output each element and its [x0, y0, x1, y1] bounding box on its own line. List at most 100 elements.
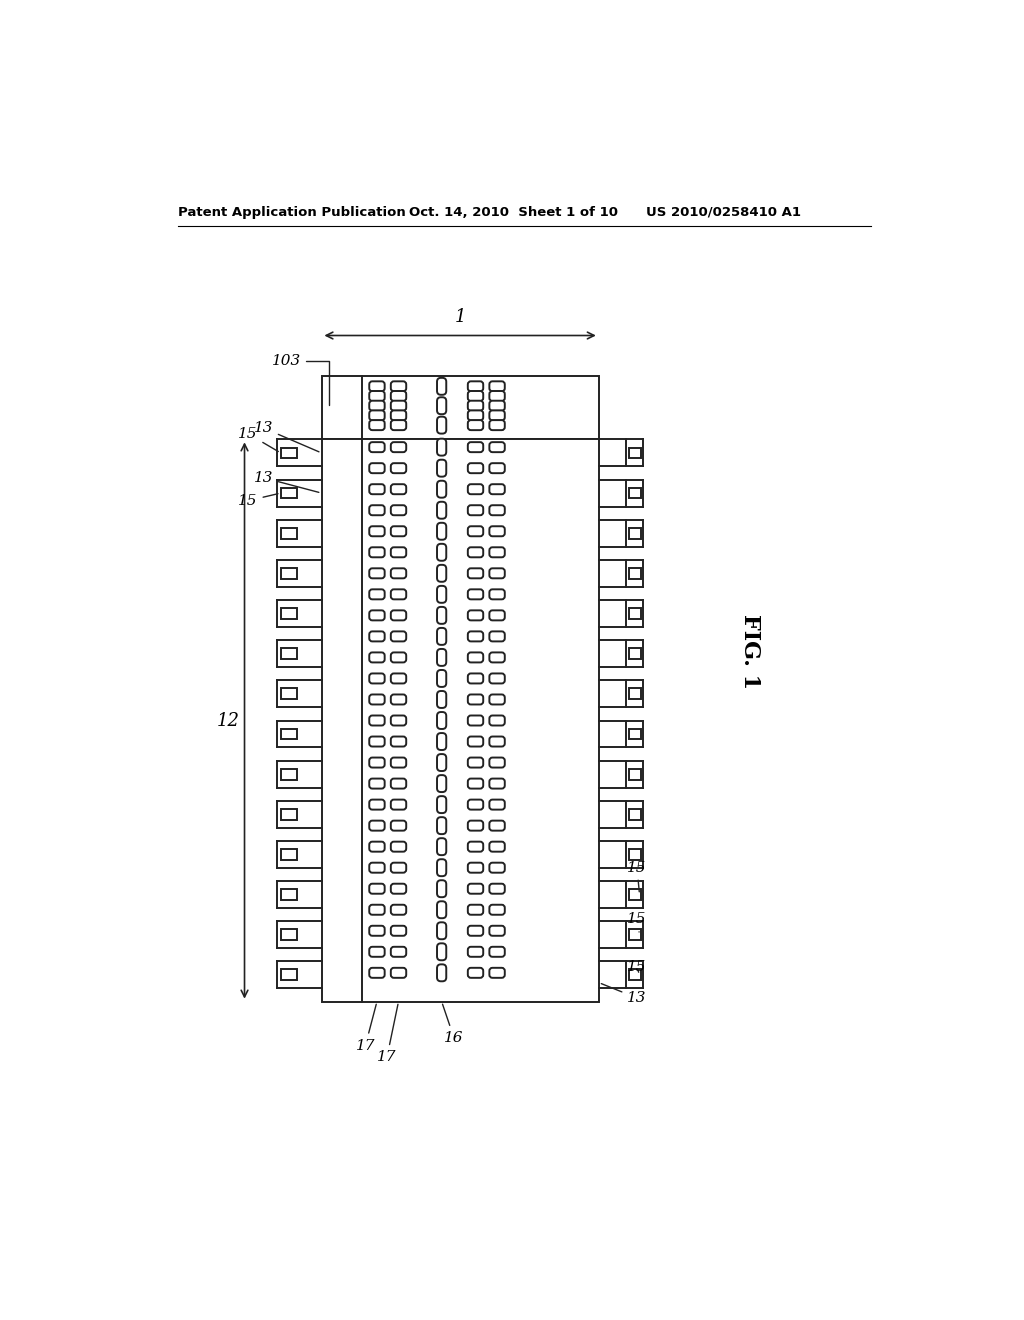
Text: Oct. 14, 2010  Sheet 1 of 10: Oct. 14, 2010 Sheet 1 of 10: [410, 206, 618, 219]
Bar: [282, 929, 297, 940]
FancyBboxPatch shape: [370, 968, 385, 978]
FancyBboxPatch shape: [370, 442, 385, 453]
FancyBboxPatch shape: [489, 737, 505, 747]
Text: 13: 13: [601, 983, 647, 1005]
FancyBboxPatch shape: [370, 925, 385, 936]
FancyBboxPatch shape: [437, 796, 446, 813]
FancyBboxPatch shape: [391, 391, 407, 401]
FancyBboxPatch shape: [370, 883, 385, 894]
FancyBboxPatch shape: [437, 628, 446, 645]
FancyBboxPatch shape: [391, 411, 407, 421]
Bar: [629, 890, 641, 900]
Bar: [282, 609, 297, 619]
FancyBboxPatch shape: [437, 459, 446, 477]
FancyBboxPatch shape: [370, 484, 385, 494]
Bar: [629, 689, 641, 700]
FancyBboxPatch shape: [391, 610, 407, 620]
Text: Patent Application Publication: Patent Application Publication: [178, 206, 407, 219]
FancyBboxPatch shape: [489, 527, 505, 536]
FancyBboxPatch shape: [391, 569, 407, 578]
FancyBboxPatch shape: [437, 902, 446, 919]
FancyBboxPatch shape: [489, 381, 505, 391]
FancyBboxPatch shape: [370, 694, 385, 705]
FancyBboxPatch shape: [370, 715, 385, 726]
FancyBboxPatch shape: [391, 863, 407, 873]
Bar: [282, 768, 297, 780]
FancyBboxPatch shape: [489, 779, 505, 788]
FancyBboxPatch shape: [468, 883, 483, 894]
FancyBboxPatch shape: [468, 863, 483, 873]
FancyBboxPatch shape: [489, 673, 505, 684]
FancyBboxPatch shape: [437, 397, 446, 414]
FancyBboxPatch shape: [370, 673, 385, 684]
FancyBboxPatch shape: [370, 381, 385, 391]
FancyBboxPatch shape: [468, 925, 483, 936]
FancyBboxPatch shape: [468, 715, 483, 726]
FancyBboxPatch shape: [391, 631, 407, 642]
FancyBboxPatch shape: [489, 652, 505, 663]
FancyBboxPatch shape: [391, 506, 407, 515]
FancyBboxPatch shape: [489, 420, 505, 430]
FancyBboxPatch shape: [437, 733, 446, 750]
Bar: [629, 768, 641, 780]
FancyBboxPatch shape: [468, 463, 483, 473]
FancyBboxPatch shape: [437, 438, 446, 455]
FancyBboxPatch shape: [370, 800, 385, 809]
FancyBboxPatch shape: [437, 480, 446, 498]
FancyBboxPatch shape: [437, 417, 446, 433]
FancyBboxPatch shape: [489, 968, 505, 978]
FancyBboxPatch shape: [437, 817, 446, 834]
FancyBboxPatch shape: [370, 569, 385, 578]
FancyBboxPatch shape: [468, 527, 483, 536]
FancyBboxPatch shape: [391, 779, 407, 788]
Bar: [282, 729, 297, 739]
FancyBboxPatch shape: [468, 968, 483, 978]
FancyBboxPatch shape: [437, 775, 446, 792]
FancyBboxPatch shape: [370, 420, 385, 430]
FancyBboxPatch shape: [391, 381, 407, 391]
Text: 17: 17: [355, 1005, 376, 1052]
FancyBboxPatch shape: [437, 565, 446, 582]
FancyBboxPatch shape: [391, 694, 407, 705]
FancyBboxPatch shape: [391, 548, 407, 557]
FancyBboxPatch shape: [468, 391, 483, 401]
FancyBboxPatch shape: [437, 923, 446, 940]
FancyBboxPatch shape: [489, 506, 505, 515]
FancyBboxPatch shape: [489, 391, 505, 401]
FancyBboxPatch shape: [370, 863, 385, 873]
Bar: [282, 568, 297, 578]
FancyBboxPatch shape: [391, 821, 407, 830]
FancyBboxPatch shape: [468, 506, 483, 515]
Bar: [629, 809, 641, 820]
Text: 13: 13: [254, 471, 318, 492]
Text: 103: 103: [271, 354, 330, 405]
Bar: [629, 568, 641, 578]
FancyBboxPatch shape: [391, 904, 407, 915]
FancyBboxPatch shape: [391, 968, 407, 978]
FancyBboxPatch shape: [370, 652, 385, 663]
Bar: [322, 376, 599, 440]
Text: 16: 16: [442, 1005, 464, 1045]
FancyBboxPatch shape: [370, 946, 385, 957]
FancyBboxPatch shape: [437, 859, 446, 876]
FancyBboxPatch shape: [468, 904, 483, 915]
FancyBboxPatch shape: [468, 420, 483, 430]
FancyBboxPatch shape: [370, 631, 385, 642]
FancyBboxPatch shape: [468, 442, 483, 453]
FancyBboxPatch shape: [468, 569, 483, 578]
FancyBboxPatch shape: [437, 944, 446, 960]
Bar: [629, 648, 641, 659]
Bar: [322, 440, 599, 1002]
Bar: [629, 447, 641, 458]
FancyBboxPatch shape: [489, 631, 505, 642]
Bar: [282, 648, 297, 659]
FancyBboxPatch shape: [391, 737, 407, 747]
Bar: [629, 929, 641, 940]
Bar: [282, 689, 297, 700]
FancyBboxPatch shape: [489, 411, 505, 421]
FancyBboxPatch shape: [391, 883, 407, 894]
FancyBboxPatch shape: [468, 631, 483, 642]
Text: 15: 15: [628, 861, 647, 892]
Text: 15: 15: [628, 960, 647, 974]
FancyBboxPatch shape: [468, 673, 483, 684]
